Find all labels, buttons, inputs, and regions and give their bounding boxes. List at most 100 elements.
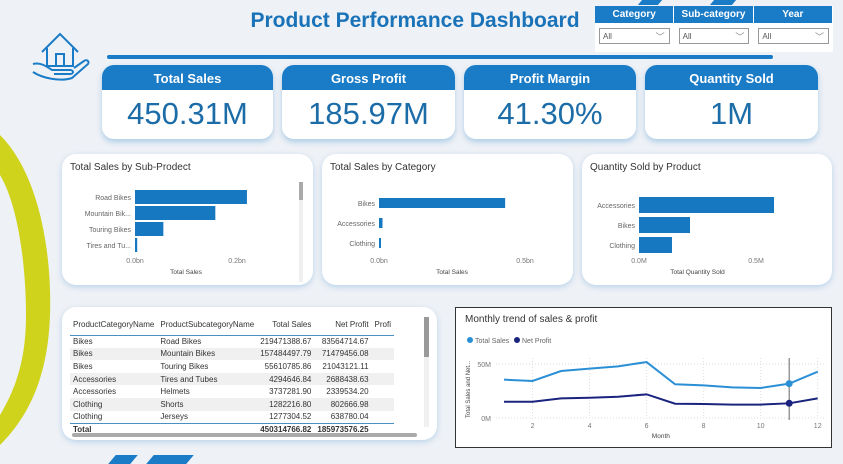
table-cell: 2688438.63	[314, 372, 372, 386]
chart-sales-by-subproduct: Total Sales by Sub-Prodect Road Bikes Mou…	[62, 154, 313, 285]
x-tick-label: 8	[702, 423, 706, 430]
table-row: Accessories Tires and Tubes 4294646.84 2688…	[70, 372, 394, 386]
table-cell: 1277304.52	[269, 412, 312, 422]
bar	[639, 197, 775, 213]
highlight-point	[785, 399, 793, 407]
table-cell	[157, 422, 258, 436]
table-cell	[372, 360, 394, 373]
x-axis-title: Total Sales	[436, 269, 469, 276]
table-cell: 1282216.80	[257, 397, 315, 411]
table-horizontal-scrollbar[interactable]	[72, 433, 417, 437]
table-cell: Clothing	[70, 397, 158, 411]
bar	[135, 222, 164, 236]
bar-label: Road Bikes	[95, 195, 131, 202]
series-line-net-profit	[503, 393, 818, 406]
bar	[379, 218, 383, 228]
table-cell: 71479456.08	[314, 347, 372, 361]
category-dropdown[interactable]: All ﹀	[599, 28, 670, 44]
table-cell: 21043121.11	[322, 361, 369, 371]
decorative-curve-shape	[0, 135, 51, 445]
x-axis-title: Total Quantity Sold	[670, 269, 725, 276]
bar-label: Tires and Tu...	[87, 243, 132, 250]
x-tick-label: 4	[588, 423, 592, 430]
table-cell: 83564714.67	[321, 337, 369, 347]
table-row: Bikes Touring Bikes 55610785.86 21043121.11	[70, 360, 394, 373]
y-axis-title: Total Sales and Net...	[466, 361, 472, 418]
table-cell: Tires and Tubes	[157, 372, 258, 386]
table-cell: 55610785.86	[264, 361, 312, 371]
bar-chart: Road Bikes Mountain Bik... Touring Bikes Ti…	[85, 190, 247, 276]
bar-label: Accessories	[597, 203, 635, 210]
kpi-gross-profit: Gross Profit 185.97M	[282, 65, 455, 139]
chevron-down-icon: ﹀	[815, 32, 825, 42]
subcategory-dropdown[interactable]: All ﹀	[678, 28, 750, 44]
x-tick-label: 10	[757, 423, 765, 430]
title-divider	[107, 55, 773, 59]
bar	[639, 217, 691, 233]
kpi-label: Quantity Sold	[645, 65, 818, 90]
decorative-stripe	[637, 0, 663, 5]
table-row: Clothing Shorts 1282216.80 802666.98	[70, 397, 394, 411]
chart-title: Quantity Sold by Product	[590, 162, 701, 173]
table-cell: Bikes	[73, 361, 93, 371]
legend-label: Net Profit	[522, 338, 551, 345]
table-cell: 450314766.82	[257, 422, 315, 436]
table-row: Accessories Helmets 3737281.90 2339534.20	[70, 385, 394, 398]
kpi-total-sales: Total Sales 450.31M	[102, 65, 273, 139]
scrollbar[interactable]	[299, 182, 303, 282]
kpi-profit-margin: Profit Margin 41.30%	[464, 65, 636, 139]
y-tick-label: 50M	[477, 362, 491, 369]
table-cell	[371, 397, 394, 411]
bar	[379, 198, 506, 208]
table-cell: Accessories	[73, 387, 117, 397]
table-cell: 219471388.67	[260, 337, 312, 347]
page-title: Product Performance Dashboard	[250, 9, 580, 32]
x-tick-label: 0.5bn	[516, 258, 534, 265]
year-dropdown[interactable]: All ﹀	[758, 28, 830, 44]
table-cell: Bikes	[73, 337, 93, 347]
x-tick-label: 0.2bn	[228, 258, 246, 265]
y-tick-label: 0M	[481, 416, 491, 423]
series-line-total-sales	[503, 361, 819, 389]
decorative-stripe	[108, 455, 138, 464]
column-header[interactable]: Profi	[371, 315, 394, 336]
bar	[379, 238, 381, 248]
table-cell: 638780.04	[330, 412, 369, 422]
kpi-label: Profit Margin	[464, 65, 636, 90]
table-cell: Bikes	[70, 347, 158, 361]
bar-label: Clothing	[349, 241, 375, 248]
table-cell: Jerseys	[160, 412, 188, 422]
bar	[135, 238, 138, 252]
filter-label-subcategory: Sub-category	[674, 6, 754, 23]
table-cell: Touring Bikes	[160, 361, 209, 371]
scrollbar-thumb[interactable]	[424, 317, 429, 357]
chart-title: Monthly trend of sales & profit	[465, 314, 598, 325]
bar	[135, 190, 247, 204]
x-tick-label: 0.0M	[631, 258, 647, 265]
column-header[interactable]: ProductSubcategoryName	[157, 315, 258, 336]
column-header[interactable]: ProductCategoryName	[70, 315, 158, 336]
highlight-point	[785, 380, 793, 388]
kpi-label: Total Sales	[102, 65, 273, 90]
column-header[interactable]: Net Profit	[314, 315, 372, 336]
table-cell	[371, 372, 394, 386]
table-row: Clothing Jerseys 1277304.52 638780.04	[70, 411, 394, 424]
chevron-down-icon: ﹀	[655, 32, 665, 42]
x-tick-label: 6	[645, 423, 649, 430]
table-cell: 157484497.79	[257, 347, 315, 361]
x-axis-title: Total Sales	[170, 269, 203, 276]
bar	[135, 206, 216, 220]
table-vertical-scrollbar[interactable]	[424, 317, 429, 427]
chart-sales-by-category: Total Sales by Category Bikes Accessories…	[322, 154, 573, 285]
bar-label: Bikes	[358, 201, 376, 208]
legend-marker	[514, 337, 520, 343]
chart-monthly-trend: Monthly trend of sales & profit Total Sa…	[455, 307, 832, 448]
table-cell	[371, 422, 394, 436]
column-header[interactable]: Total Sales	[257, 315, 315, 336]
total-row: Total 450314766.82 185973576.25	[70, 422, 394, 436]
table-cell: Helmets	[160, 387, 190, 397]
sales-table: ProductCategoryName ProductSubcategoryNam…	[70, 315, 394, 436]
scrollbar-thumb[interactable]	[299, 182, 303, 200]
x-tick-label: 0.5M	[748, 258, 764, 265]
line-chart: Total Sales Net Profit 2 4 6 8 10 12 0M 50M Month T…	[466, 337, 824, 440]
